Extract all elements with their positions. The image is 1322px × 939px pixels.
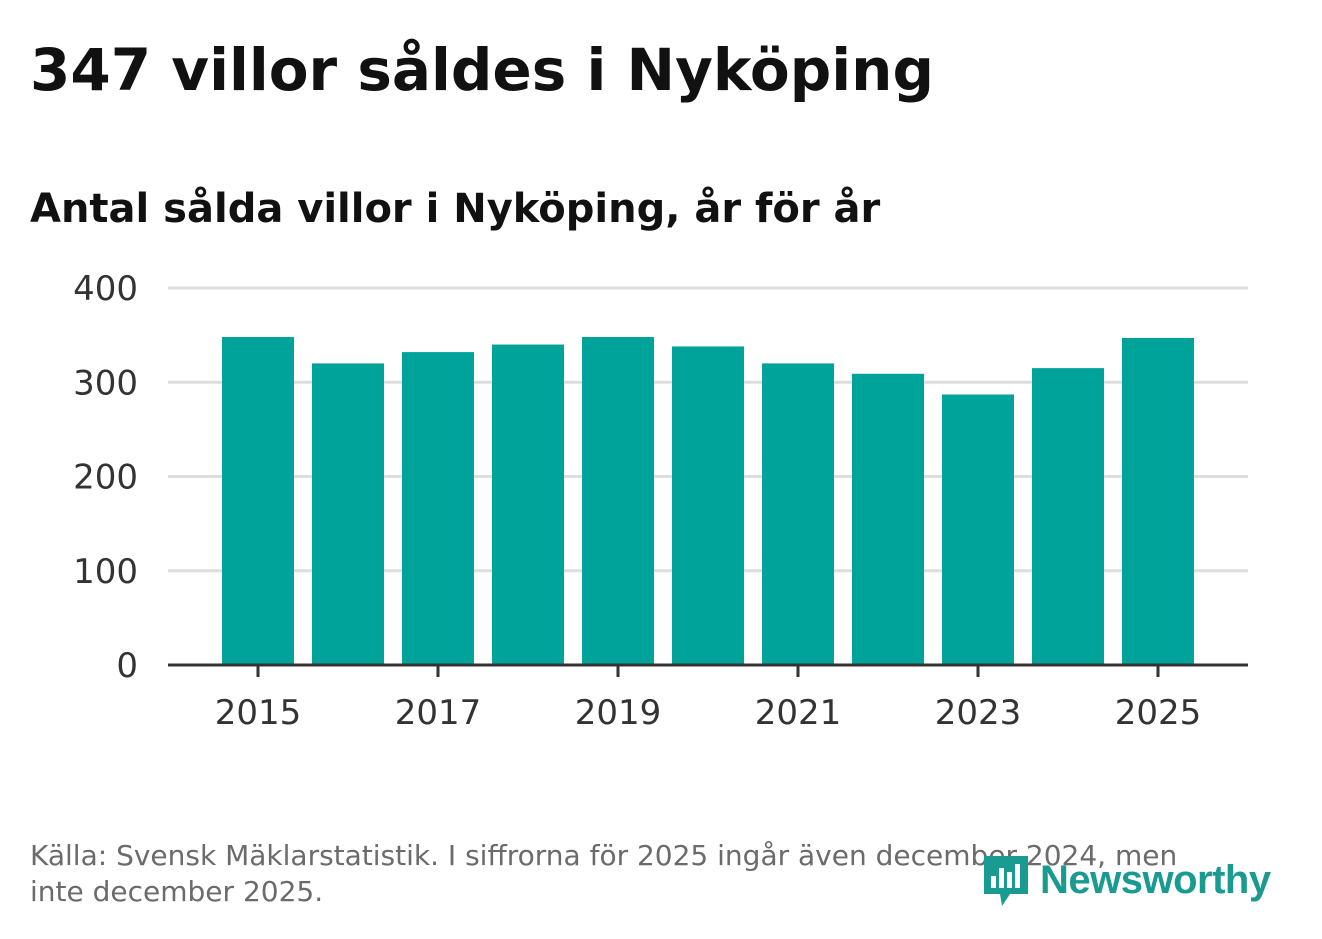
bar-2022 xyxy=(852,373,924,665)
bar-2015 xyxy=(222,337,294,665)
x-tick-label: 2025 xyxy=(1115,693,1202,733)
bar-2024 xyxy=(1032,368,1104,665)
bar-2025 xyxy=(1122,337,1194,665)
x-tick-label: 2021 xyxy=(755,693,842,733)
bar-2018 xyxy=(492,344,564,665)
x-tick-label: 2015 xyxy=(215,693,302,733)
bar-2019 xyxy=(582,337,654,665)
bar-2016 xyxy=(312,363,384,665)
x-tick-label: 2017 xyxy=(395,693,482,733)
source-note: Källa: Svensk Mäklarstatistik. I siffror… xyxy=(30,839,1178,908)
y-tick-label: 100 xyxy=(73,552,138,592)
newsworthy-logo: Newsworthy xyxy=(980,850,1271,910)
y-tick-label: 300 xyxy=(73,363,138,403)
y-tick-label: 0 xyxy=(116,646,138,686)
chart-title: 347 villor såldes i Nyköping xyxy=(30,36,934,104)
x-tick-label: 2019 xyxy=(575,693,662,733)
bar-2021 xyxy=(762,363,834,665)
logo-text: Newsworthy xyxy=(1040,857,1271,902)
x-tick-label: 2023 xyxy=(935,693,1022,733)
bar-2020 xyxy=(672,346,744,665)
bar-chart-speech-bubble-icon xyxy=(984,856,1028,906)
y-tick-label: 200 xyxy=(73,458,138,498)
bar-2017 xyxy=(402,352,474,665)
bar-2023 xyxy=(942,394,1014,665)
bar-chart: 0 100 200 300 400 2015 2017 2019 2021 2023 2025 xyxy=(73,269,1248,733)
y-tick-label: 400 xyxy=(73,269,138,309)
chart-subtitle: Antal sålda villor i Nyköping, år för år xyxy=(30,186,881,232)
